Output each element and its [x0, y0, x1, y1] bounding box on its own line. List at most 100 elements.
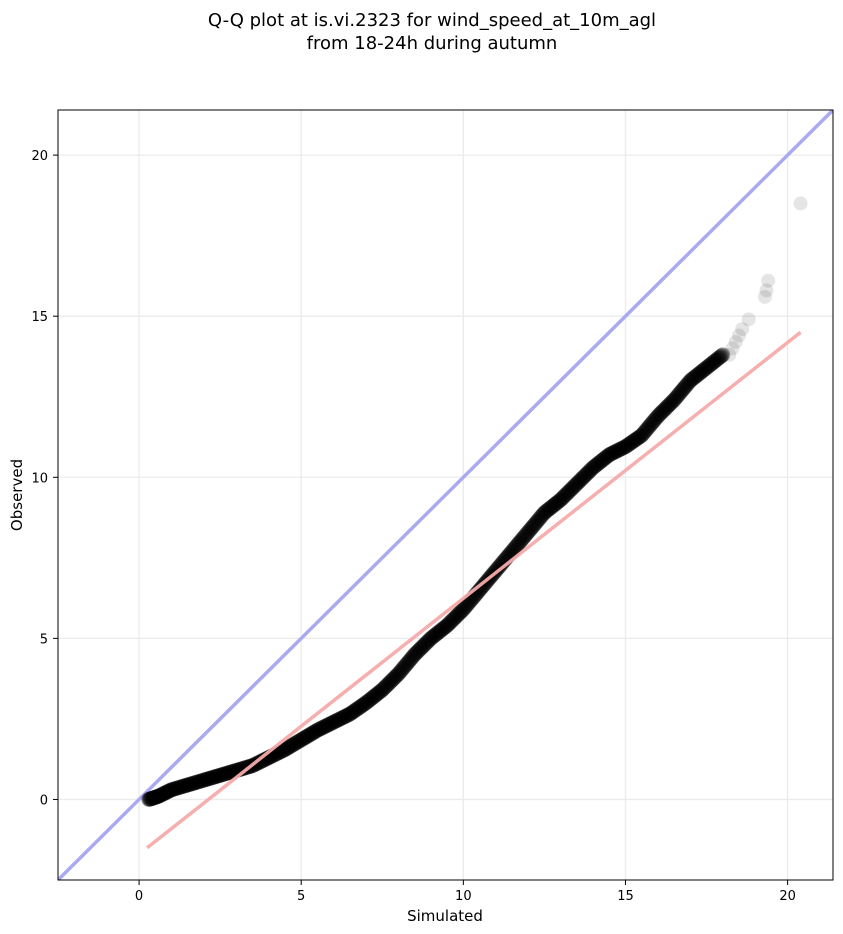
qq-point-368	[557, 487, 573, 503]
qq-point-144	[298, 729, 314, 745]
qq-point-454	[657, 401, 673, 417]
x-tick-label-3: 15	[617, 889, 634, 904]
qq-point-356	[543, 499, 559, 515]
qq-point-47	[185, 775, 201, 791]
qq-point-269	[443, 614, 459, 630]
qq-point-48	[187, 775, 203, 791]
qq-point-379	[570, 475, 586, 491]
qq-point-128	[279, 740, 295, 756]
qq-point-464	[668, 389, 684, 405]
qq-point-504	[715, 347, 731, 363]
axis-ticks: 0 5 10 15 20 0 5 10 15 20	[31, 149, 795, 904]
qq-point-388	[580, 464, 596, 480]
qq-point-459	[663, 395, 679, 411]
qq-point-172	[330, 712, 346, 728]
y-tick-label-3: 15	[31, 310, 48, 325]
qq-point-408	[604, 446, 620, 462]
qq-point-256	[428, 627, 444, 643]
qq-point-421	[619, 438, 635, 454]
qq-point-2	[142, 791, 158, 807]
qq-point-343	[528, 514, 544, 530]
qq-point-214	[379, 677, 395, 693]
qq-point-163	[320, 717, 336, 733]
qq-point-392	[585, 460, 601, 476]
qq-point-148	[302, 726, 318, 742]
qq-tail-point-9	[793, 196, 808, 211]
qq-point-195	[357, 696, 373, 712]
qq-point-107	[255, 752, 271, 768]
qq-point-347	[533, 509, 549, 525]
qq-point-384	[576, 469, 592, 485]
qq-point-51	[190, 774, 206, 790]
qq-point-435	[635, 426, 651, 442]
qq-point-158	[314, 720, 330, 736]
qq-point-374	[564, 480, 580, 496]
qq-point-60	[201, 771, 217, 787]
qq-point-23	[159, 784, 175, 800]
qq-point-348	[534, 507, 550, 523]
qq-point-89	[234, 761, 250, 777]
qq-point-263	[436, 620, 452, 636]
qq-point-498	[708, 352, 724, 368]
qq-point-244	[414, 640, 430, 656]
qq-point-159	[315, 719, 331, 735]
qq-point-502	[712, 349, 728, 365]
qq-point-365	[554, 491, 570, 507]
qq-point-139	[292, 733, 308, 749]
qq-point-123	[274, 743, 290, 759]
qq-point-14	[151, 788, 167, 804]
qq-point-61	[202, 770, 218, 786]
qq-point-358	[546, 497, 562, 513]
qq-point-469	[674, 382, 690, 398]
qq-point-371	[561, 484, 577, 500]
qq-point-127	[278, 741, 294, 757]
qq-point-170	[328, 713, 344, 729]
qq-point-199	[362, 692, 378, 708]
qq-point-271	[445, 612, 461, 628]
qq-point-400	[594, 452, 610, 468]
qq-point-420	[617, 439, 633, 455]
qq-point-197	[359, 694, 375, 710]
qq-point-35	[172, 779, 188, 795]
qq-tail-point-4	[735, 322, 750, 337]
qq-point-431	[630, 430, 646, 446]
qq-point-257	[429, 626, 445, 642]
qq-point-31	[167, 781, 183, 797]
qq-point-323	[505, 542, 521, 558]
qq-point-146	[300, 728, 316, 744]
qq-point-399	[593, 453, 609, 469]
qq-point-353	[540, 502, 556, 518]
qq-point-37	[174, 779, 190, 795]
qq-point-21	[157, 785, 173, 801]
qq-point-202	[365, 689, 381, 705]
qq-point-258	[430, 625, 446, 641]
qq-point-189	[350, 700, 366, 716]
qq-point-218	[384, 673, 400, 689]
qq-point-191	[352, 699, 368, 715]
qq-point-434	[634, 427, 650, 443]
qq-point-77	[220, 765, 236, 781]
qq-point-432	[631, 429, 647, 445]
qq-point-38	[175, 778, 191, 794]
qq-point-226	[393, 663, 409, 679]
qq-point-402	[597, 450, 613, 466]
qq-point-361	[549, 495, 565, 511]
qq-point-363	[551, 493, 567, 509]
qq-point-142	[296, 730, 312, 746]
x-tick-label-0: 0	[135, 889, 143, 904]
chart-title-line-2: from 18-24h during autumn	[307, 33, 558, 54]
qq-point-438	[638, 422, 654, 438]
qq-point-246	[416, 637, 432, 653]
qq-point-473	[679, 377, 695, 393]
qq-point-205	[368, 687, 384, 703]
qq-point-187	[348, 702, 364, 718]
qq-point-1	[141, 791, 157, 807]
qq-point-430	[629, 431, 645, 447]
qq-point-493	[702, 357, 718, 373]
qq-point-423	[621, 436, 637, 452]
qq-point-167	[324, 715, 340, 731]
qq-point-33	[169, 780, 185, 796]
qq-point-425	[623, 435, 639, 451]
qq-point-474	[680, 375, 696, 391]
qq-point-312	[492, 557, 508, 573]
